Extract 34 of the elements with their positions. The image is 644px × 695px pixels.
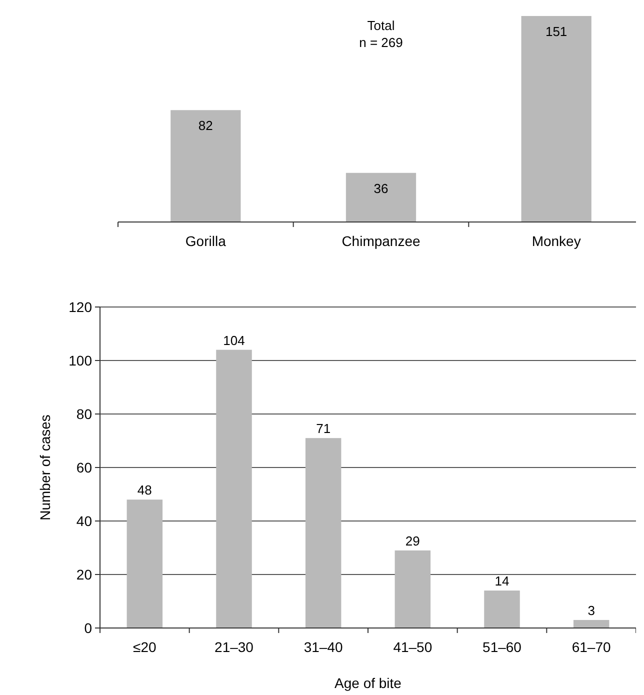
annotation: Total n = 269	[359, 18, 403, 50]
x-tick-label: ≤20	[133, 639, 157, 655]
x-tick-label: 41–50	[393, 639, 432, 655]
x-tick-label: 31–40	[304, 639, 344, 655]
y-tick-label: 120	[68, 299, 92, 315]
bar	[394, 550, 431, 628]
x-tick-label: 61–70	[572, 639, 612, 655]
y-tick-label: 40	[76, 513, 92, 529]
y-tick-label: 60	[76, 460, 92, 476]
bar	[305, 438, 342, 628]
y-tick-label: 20	[76, 566, 92, 582]
bar	[573, 620, 610, 628]
data-label: 29	[405, 533, 420, 548]
bar	[126, 500, 163, 628]
data-label: 71	[316, 421, 331, 436]
data-label: 36	[374, 180, 388, 196]
data-label: 82	[198, 118, 213, 134]
y-axis-title: Number of cases	[37, 414, 53, 520]
data-label: 14	[494, 574, 510, 589]
data-label: 104	[223, 332, 245, 348]
y-tick-label: 80	[76, 406, 92, 422]
x-axis-title: Age of bite	[334, 675, 402, 691]
x-tick-label: Monkey	[532, 233, 581, 249]
data-label: 3	[588, 602, 595, 618]
y-tick-label: 100	[68, 352, 92, 368]
data-label: 48	[137, 482, 152, 498]
x-tick-label: 51–60	[482, 639, 522, 655]
x-tick-label: Chimpanzee	[342, 233, 421, 249]
y-tick-label: 0	[84, 620, 92, 636]
data-label: 151	[545, 24, 568, 39]
x-tick-label: Gorilla	[185, 233, 226, 249]
bar	[484, 590, 520, 628]
bar	[216, 350, 252, 628]
x-tick-label: 21–30	[214, 639, 254, 655]
